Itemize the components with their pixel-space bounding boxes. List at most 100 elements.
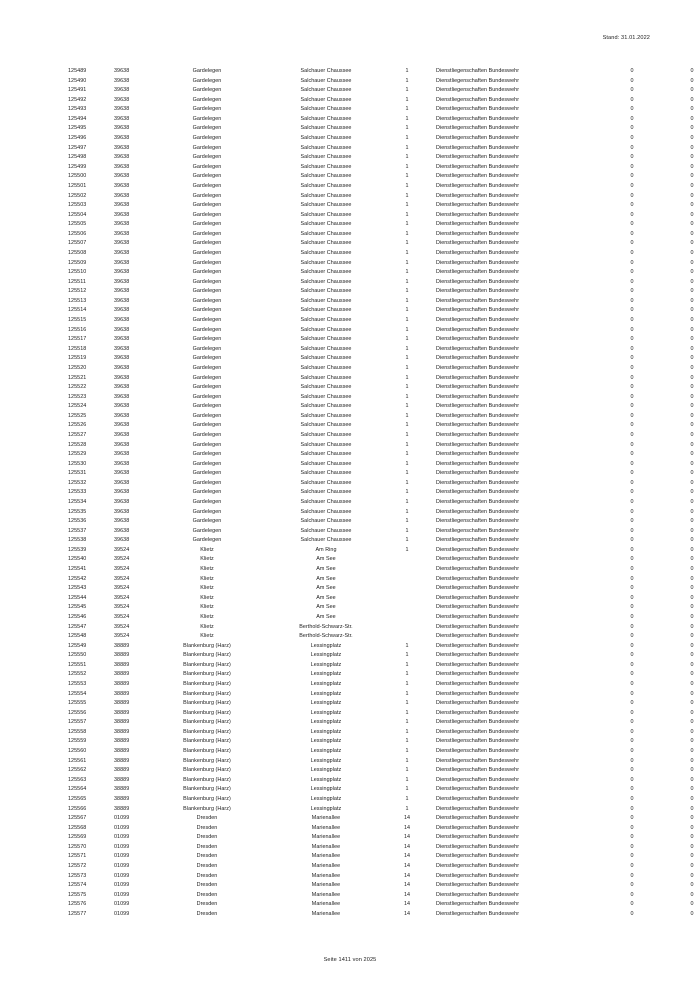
cell-street: Marienallee <box>311 834 341 841</box>
cell-plz: 39638 <box>114 249 130 256</box>
table-row: 125562 38889 Blankenburg (Harz) Lessingplat… <box>0 766 700 776</box>
cell-house-number: 14 <box>403 882 411 889</box>
cell-category: Dienstliegenschaften Bundeswehr <box>436 384 520 391</box>
cell-plz: 39638 <box>114 326 130 333</box>
cell-street: Salchauer Chaussee <box>300 135 352 142</box>
cell-plz: 01099 <box>114 843 130 850</box>
cell-category: Dienstliegenschaften Bundeswehr <box>436 345 520 352</box>
cell-category: Dienstliegenschaften Bundeswehr <box>436 182 520 189</box>
cell-street: Lessingplatz <box>310 642 342 649</box>
cell-value1: 0 <box>630 719 634 726</box>
records-table-body: 125489 39638 Gardelegen Salchauer Chaussee 1… <box>0 67 700 919</box>
cell-city: Gardelegen <box>192 431 222 438</box>
cell-id: 125544 <box>68 594 87 601</box>
cell-plz: 39638 <box>114 115 130 122</box>
cell-value2: 0 <box>690 623 694 630</box>
cell-street: Salchauer Chaussee <box>300 422 352 429</box>
cell-value1: 0 <box>630 240 634 247</box>
cell-street: Lessingplatz <box>310 681 342 687</box>
cell-street: Marienallee <box>311 815 341 822</box>
cell-house-number: 1 <box>405 192 409 199</box>
cell-id: 125490 <box>68 77 87 84</box>
cell-plz: 39524 <box>114 566 130 573</box>
cell-value1: 0 <box>630 154 634 161</box>
cell-house-number: 1 <box>405 776 409 783</box>
table-row: 125548 39524 Klietz Berthold-Schwarz-Str. Di… <box>0 632 700 642</box>
table-row: 125555 38889 Blankenburg (Harz) Lessingplat… <box>0 699 700 709</box>
cell-category: Dienstliegenschaften Bundeswehr <box>436 805 520 812</box>
cell-value1: 0 <box>630 575 634 582</box>
cell-plz: 39524 <box>114 585 130 592</box>
cell-city: Klietz <box>200 594 214 601</box>
cell-value2: 0 <box>690 489 694 496</box>
cell-id: 125577 <box>68 910 87 917</box>
cell-id: 125565 <box>68 795 87 802</box>
cell-house-number <box>388 584 426 594</box>
cell-value2: 0 <box>690 757 694 764</box>
cell-category: Dienstliegenschaften Bundeswehr <box>436 451 520 458</box>
cell-value2: 0 <box>690 613 694 620</box>
cell-city: Gardelegen <box>192 336 222 343</box>
cell-plz: 39524 <box>114 613 130 620</box>
cell-category: Dienstliegenschaften Bundeswehr <box>436 575 520 582</box>
cell-category: Dienstliegenschaften Bundeswehr <box>436 412 520 419</box>
cell-plz: 39638 <box>114 460 130 467</box>
cell-plz: 39638 <box>114 288 130 295</box>
cell-house-number: 14 <box>403 834 411 841</box>
cell-street: Salchauer Chaussee <box>300 106 352 113</box>
cell-house-number: 1 <box>405 470 409 477</box>
cell-value2: 0 <box>690 278 694 285</box>
cell-value1: 0 <box>630 68 634 74</box>
cell-house-number: 1 <box>405 805 409 812</box>
table-row: 125565 38889 Blankenburg (Harz) Lessingplat… <box>0 795 700 805</box>
cell-value1: 0 <box>630 613 634 620</box>
cell-value1: 0 <box>630 412 634 419</box>
cell-category: Dienstliegenschaften Bundeswehr <box>436 566 520 573</box>
cell-city: Gardelegen <box>192 259 222 266</box>
cell-plz: 38889 <box>114 748 130 755</box>
cell-city: Gardelegen <box>192 499 222 506</box>
cell-category: Dienstliegenschaften Bundeswehr <box>436 470 520 477</box>
cell-house-number: 1 <box>405 709 409 716</box>
cell-category: Dienstliegenschaften Bundeswehr <box>436 364 520 371</box>
cell-house-number: 1 <box>405 546 409 553</box>
cell-house-number: 1 <box>405 441 409 448</box>
cell-category: Dienstliegenschaften Bundeswehr <box>436 288 520 295</box>
cell-id: 125541 <box>68 566 87 573</box>
cell-house-number: 1 <box>405 374 409 381</box>
table-row: 125550 38889 Blankenburg (Harz) Lessingplat… <box>0 651 700 661</box>
cell-category: Dienstliegenschaften Bundeswehr <box>436 479 520 486</box>
cell-plz: 01099 <box>114 824 130 831</box>
cell-category: Dienstliegenschaften Bundeswehr <box>436 767 520 774</box>
cell-value2: 0 <box>690 633 694 640</box>
cell-id: 125571 <box>68 853 87 860</box>
cell-plz: 01099 <box>114 872 130 879</box>
cell-id: 125494 <box>68 115 87 122</box>
cell-value2: 0 <box>690 326 694 333</box>
cell-street: Salchauer Chaussee <box>300 211 352 218</box>
cell-value1: 0 <box>630 479 634 486</box>
cell-value1: 0 <box>630 384 634 391</box>
cell-id: 125507 <box>68 240 87 247</box>
cell-category: Dienstliegenschaften Bundeswehr <box>436 422 520 429</box>
cell-plz: 39638 <box>114 470 130 477</box>
cell-street: Lessingplatz <box>310 767 342 774</box>
cell-category: Dienstliegenschaften Bundeswehr <box>436 278 520 285</box>
cell-id: 125560 <box>68 748 87 755</box>
cell-value1: 0 <box>630 135 634 142</box>
table-row: 125526 39638 Gardelegen Salchauer Chaussee 1… <box>0 421 700 431</box>
cell-house-number: 1 <box>405 537 409 544</box>
cell-plz: 39638 <box>114 345 130 352</box>
cell-category: Dienstliegenschaften Bundeswehr <box>436 249 520 256</box>
cell-plz: 39524 <box>114 594 130 601</box>
cell-plz: 39638 <box>114 135 130 142</box>
table-row: 125559 38889 Blankenburg (Harz) Lessingplat… <box>0 737 700 747</box>
cell-value2: 0 <box>690 192 694 199</box>
cell-category: Dienstliegenschaften Bundeswehr <box>436 642 520 649</box>
cell-city: Dresden <box>196 901 218 908</box>
cell-value2: 0 <box>690 182 694 189</box>
cell-value1: 0 <box>630 604 634 611</box>
cell-id: 125511 <box>68 278 86 285</box>
cell-value2: 0 <box>690 843 694 850</box>
cell-city: Gardelegen <box>192 508 222 515</box>
